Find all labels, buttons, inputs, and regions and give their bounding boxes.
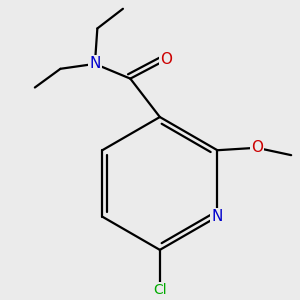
Text: Cl: Cl <box>153 283 167 297</box>
Text: O: O <box>251 140 263 155</box>
Text: N: N <box>89 56 100 71</box>
Text: O: O <box>160 52 172 68</box>
Text: N: N <box>212 209 223 224</box>
